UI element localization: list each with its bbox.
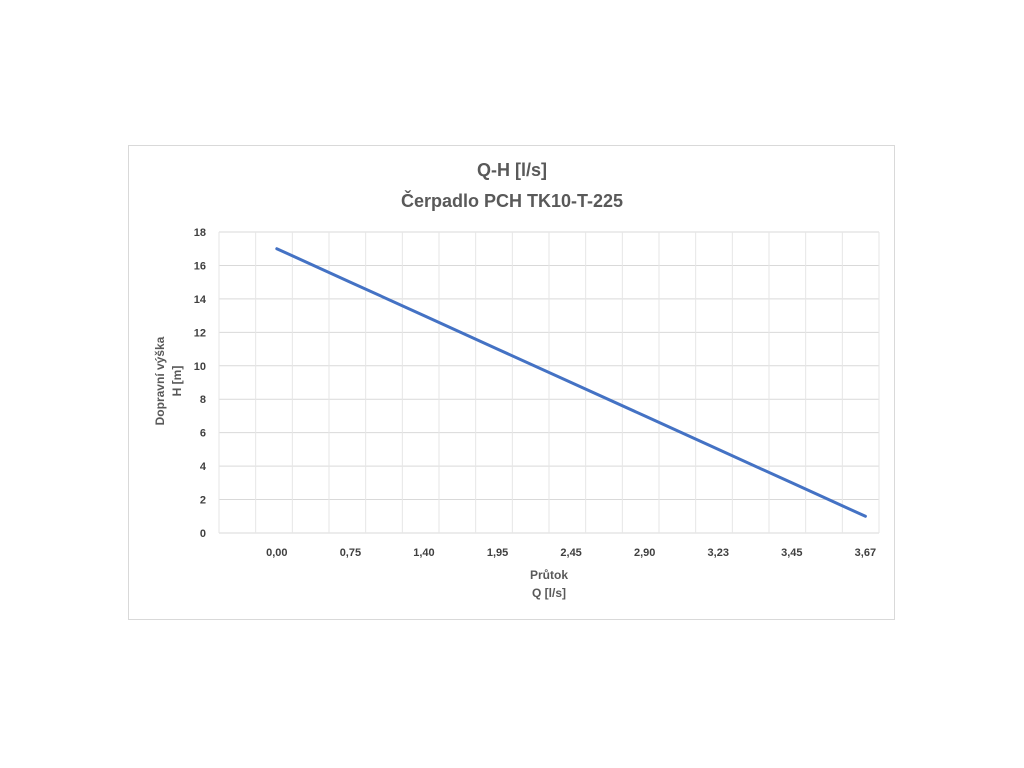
y-tick-label: 14	[194, 294, 207, 306]
y-tick-label: 2	[200, 495, 206, 507]
y-tick-label: 10	[194, 361, 206, 373]
x-tick-label: 2,45	[560, 547, 581, 559]
series-line	[275, 247, 867, 518]
chart-frame: Q-H [l/s] Čerpadlo PCH TK10-T-225 0 2 4 6 8 1…	[128, 145, 895, 620]
x-tick-label: 3,23	[708, 547, 729, 559]
chart-svg: Q-H [l/s] Čerpadlo PCH TK10-T-225 0 2 4 6 8 1…	[153, 160, 880, 600]
x-tick-label: 1,95	[487, 547, 508, 559]
x-tick-label: 0,00	[266, 547, 287, 559]
grid-layer	[218, 231, 880, 534]
x-axis-title-line-2: Q [l/s]	[532, 586, 566, 600]
x-axis-ticks: 0,00 0,75 1,40 1,95 2,45 2,90 3,23 3,45 3,67	[266, 547, 876, 559]
y-tick-label: 12	[194, 327, 206, 339]
y-axis-ticks: 0 2 4 6 8 10 12 14 16 18	[194, 227, 207, 540]
y-axis-title-line-1: Dopravní výška	[153, 336, 167, 425]
x-tick-label: 0,75	[340, 547, 361, 559]
y-tick-label: 8	[200, 394, 206, 406]
y-tick-label: 4	[200, 461, 207, 473]
y-tick-label: 0	[200, 528, 206, 540]
x-tick-label: 3,67	[855, 547, 876, 559]
x-axis-title-line-1: Průtok	[530, 568, 568, 582]
x-tick-label: 2,90	[634, 547, 655, 559]
x-tick-label: 1,40	[413, 547, 434, 559]
chart-title-line-1: Q-H [l/s]	[477, 160, 547, 180]
y-tick-label: 6	[200, 428, 206, 440]
y-tick-label: 18	[194, 227, 206, 239]
x-tick-label: 3,45	[781, 547, 802, 559]
y-tick-label: 16	[194, 260, 206, 272]
series-layer	[275, 247, 867, 518]
y-axis-title-line-2: H [m]	[170, 366, 184, 397]
chart-title-line-2: Čerpadlo PCH TK10-T-225	[401, 190, 623, 211]
